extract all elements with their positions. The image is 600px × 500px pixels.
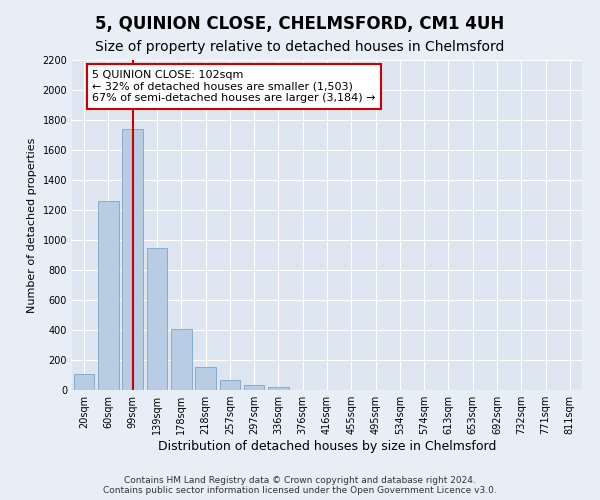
Y-axis label: Number of detached properties: Number of detached properties bbox=[27, 138, 37, 312]
Text: Size of property relative to detached houses in Chelmsford: Size of property relative to detached ho… bbox=[95, 40, 505, 54]
Bar bbox=[171, 328, 191, 390]
Bar bbox=[98, 201, 119, 390]
Text: Contains HM Land Registry data © Crown copyright and database right 2024.
Contai: Contains HM Land Registry data © Crown c… bbox=[103, 476, 497, 495]
Bar bbox=[122, 129, 143, 390]
Bar bbox=[195, 367, 216, 390]
Bar bbox=[74, 374, 94, 390]
X-axis label: Distribution of detached houses by size in Chelmsford: Distribution of detached houses by size … bbox=[158, 440, 496, 453]
Text: 5 QUINION CLOSE: 102sqm
← 32% of detached houses are smaller (1,503)
67% of semi: 5 QUINION CLOSE: 102sqm ← 32% of detache… bbox=[92, 70, 376, 103]
Bar bbox=[244, 385, 265, 390]
Bar bbox=[146, 248, 167, 390]
Text: 5, QUINION CLOSE, CHELMSFORD, CM1 4UH: 5, QUINION CLOSE, CHELMSFORD, CM1 4UH bbox=[95, 15, 505, 33]
Bar bbox=[268, 386, 289, 390]
Bar bbox=[220, 380, 240, 390]
